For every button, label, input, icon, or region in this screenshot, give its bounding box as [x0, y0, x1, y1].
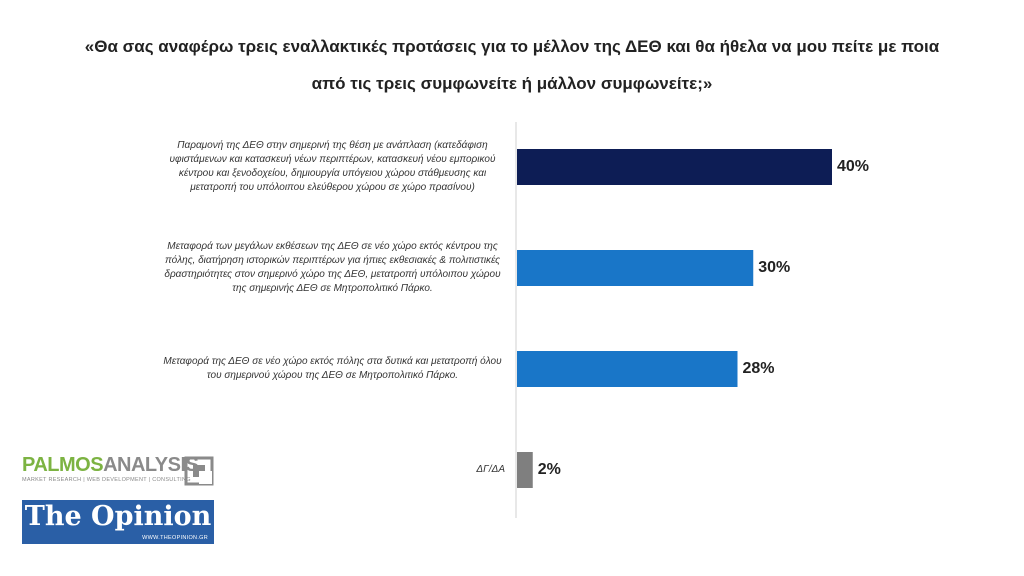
- bar-3: [517, 351, 738, 387]
- chart-title: «Θα σας αναφέρω τρεις εναλλακτικές προτά…: [84, 37, 940, 93]
- bar-value-label-2: 30%: [758, 259, 791, 276]
- palmos-logo-part1: PALMOS: [22, 454, 104, 476]
- palmos-square-logo-icon: [184, 456, 214, 486]
- the-opinion-logo: The Opinion WWW.THEOPINION.GR: [22, 500, 214, 544]
- bar-1: [517, 149, 832, 185]
- palmos-analysis-logo: PALMOSANALYSIS MARKET RESEARCH | WEB DEV…: [22, 454, 218, 490]
- palmos-tagline: MARKET RESEARCH | WEB DEVELOPMENT | CONS…: [22, 477, 191, 483]
- bar-value-label-4: 2%: [537, 461, 561, 478]
- bar-4: [517, 452, 533, 488]
- category-label-1: Παραμονή της ΔΕΘ στην σημερινή της θέση …: [169, 140, 496, 193]
- the-opinion-url: WWW.THEOPINION.GR: [142, 535, 208, 541]
- the-opinion-logo-text: The Opinion: [24, 501, 212, 532]
- palmos-logo-part2: ANALYSIS: [103, 454, 199, 476]
- bar-value-label-3: 28%: [742, 360, 775, 377]
- bar-2: [517, 250, 754, 286]
- bar-value-label-1: 40%: [837, 158, 870, 175]
- category-label-2: Μεταφορά των μεγάλων εκθέσεων της ΔΕΘ σε…: [164, 241, 501, 294]
- category-label-3: Μεταφορά της ΔΕΘ σε νέο χώρο εκτός πόλης…: [163, 356, 502, 381]
- category-label-4: ΔΓ/ΔΑ: [476, 464, 505, 475]
